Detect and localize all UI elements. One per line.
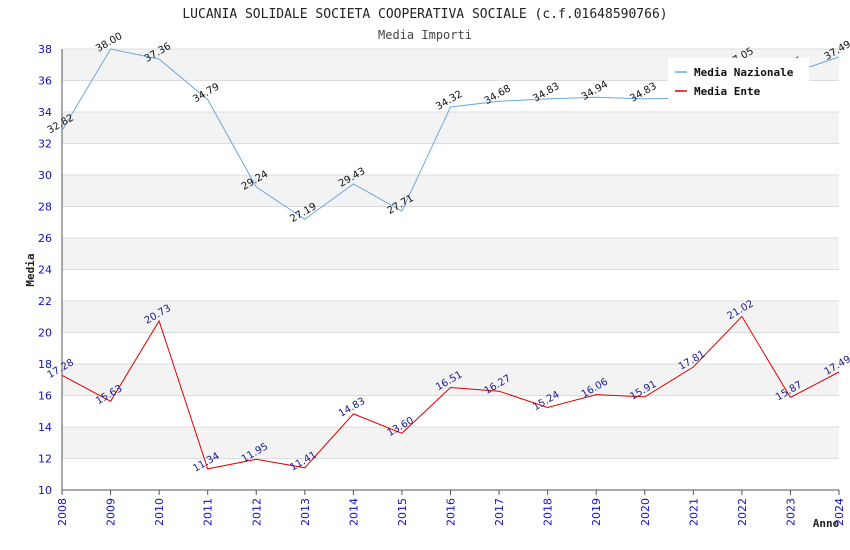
legend: Media Nazionale Media Ente [668, 58, 809, 104]
data-label: 34.68 [483, 83, 513, 107]
x-tick-label: 2020 [639, 498, 652, 526]
chart-title: LUCANIA SOLIDALE SOCIETA COOPERATIVA SOC… [182, 7, 667, 22]
y-tick-label: 30 [38, 169, 52, 182]
data-label: 34.83 [628, 81, 658, 105]
x-tick-label: 2011 [202, 498, 215, 526]
legend-box [668, 58, 809, 104]
grid-band [62, 175, 839, 207]
y-tick-label: 12 [38, 453, 52, 466]
data-label: 34.83 [531, 81, 561, 105]
x-tick-label: 2015 [396, 498, 409, 526]
legend-label: Media Nazionale [694, 66, 794, 79]
y-tick-label: 32 [38, 138, 52, 151]
x-tick-label: 2009 [105, 498, 118, 526]
grid-band [62, 427, 839, 459]
data-label: 34.94 [580, 79, 610, 103]
y-tick-label: 18 [38, 358, 52, 371]
x-tick-label: 2021 [687, 498, 700, 526]
grid-band [62, 364, 839, 396]
y-tick-label: 24 [38, 264, 52, 277]
x-tick-label: 2012 [250, 498, 263, 526]
x-tick-label: 2024 [833, 498, 846, 526]
x-tick-label: 2023 [784, 498, 797, 526]
axes [61, 49, 840, 495]
y-tick-label: 10 [38, 484, 52, 497]
grid-bands [62, 49, 839, 459]
x-tick-label: 2010 [153, 498, 166, 526]
y-tick-labels: 10 12 14 16 18 20 22 24 26 28 30 32 34 36 38 [38, 43, 52, 497]
x-axis-label: Anno [813, 517, 840, 530]
y-tick-label: 20 [38, 327, 52, 340]
x-tick-label: 2008 [56, 498, 69, 526]
y-tick-label: 14 [38, 421, 52, 434]
grid-lines [62, 48, 839, 491]
x-tick-label: 2019 [590, 498, 603, 526]
grid-band [62, 301, 839, 333]
x-tick-label: 2016 [445, 498, 458, 526]
y-tick-label: 16 [38, 390, 52, 403]
y-tick-label: 22 [38, 295, 52, 308]
x-tick-label: 2022 [736, 498, 749, 526]
x-tick-labels: 2008 2009 2010 2011 2012 2013 2014 2015 2016 2017… [56, 498, 846, 526]
grid-band [62, 112, 839, 144]
grid-band [62, 238, 839, 270]
x-tick-label: 2014 [347, 498, 360, 526]
y-tick-label: 36 [38, 75, 52, 88]
series-line-media-ente [61, 315, 840, 470]
data-label: 34.79 [191, 81, 221, 105]
y-tick-label: 38 [38, 43, 52, 56]
y-tick-label: 34 [38, 106, 52, 119]
y-tick-label: 26 [38, 232, 52, 245]
x-tick-label: 2017 [493, 498, 506, 526]
chart-subtitle: Media Importi [378, 28, 472, 42]
x-tick-label: 2013 [299, 498, 312, 526]
y-tick-label: 28 [38, 201, 52, 214]
legend-label: Media Ente [694, 85, 761, 98]
x-tick-label: 2018 [542, 498, 555, 526]
y-axis-label: Media [24, 253, 37, 286]
data-label: 14.83 [337, 396, 367, 420]
